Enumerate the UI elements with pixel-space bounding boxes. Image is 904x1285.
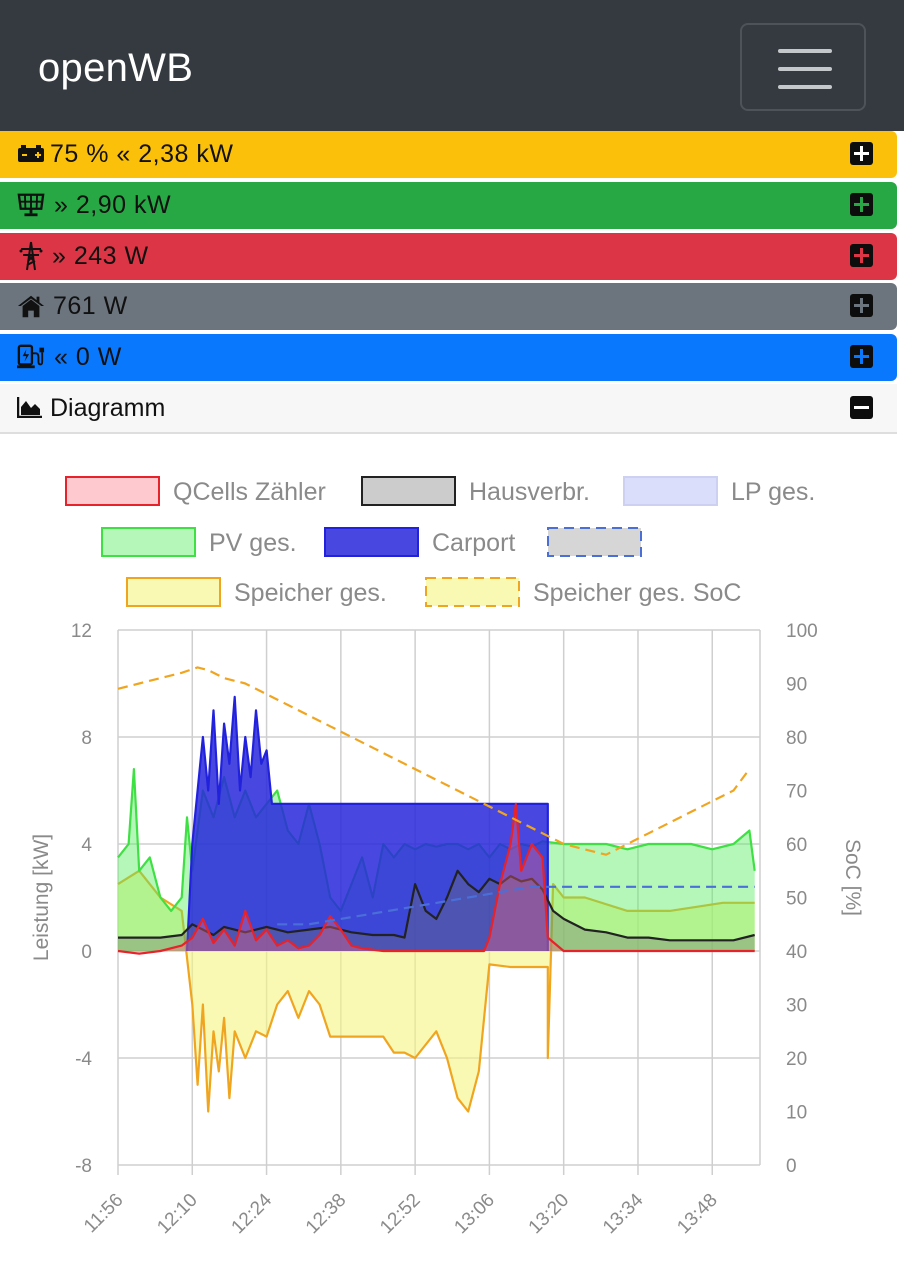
legend-swatch [548,528,641,556]
charge-card[interactable]: « 0 W [0,334,897,381]
hamburger-line [778,85,832,89]
battery-status-text: 75 % « 2,38 kW [50,139,233,169]
legend-swatch [127,578,220,606]
legend-label: LP ges. [731,478,815,506]
y-left-tick-label: 4 [81,835,92,856]
legend-swatch [325,528,418,556]
x-tick-label: 12:52 [376,1190,424,1238]
charging-station-icon [17,343,45,371]
legend-item-speicher-ges: Speicher ges. [127,578,387,607]
diagram-title: Diagramm [50,393,165,423]
y-right-tick-label: 20 [786,1049,807,1070]
y-right-axis-title: SoC [%] [841,839,864,916]
y-left-tick-label: -8 [75,1156,92,1177]
legend-item-qcells-z-hler: QCells Zähler [66,477,326,506]
x-tick-label: 13:06 [450,1190,498,1238]
x-tick-label: 13:34 [599,1189,648,1238]
y-right-tick-label: 70 [786,782,807,803]
legend-label: Carport [432,529,515,557]
legend-item-pv-ges: PV ges. [102,528,297,557]
y-right-tick-label: 40 [786,942,807,963]
grid-status-text: » 243 W [52,241,149,271]
y-left-tick-label: 0 [81,942,92,963]
expand-plus-icon[interactable] [850,345,873,368]
legend-swatch [66,477,159,505]
power-chart[interactable]: QCells Zähler Hausverbr. LP ges. PV ges. Car… [0,434,904,1280]
legend-label: PV ges. [209,529,297,557]
chart-legend: QCells Zähler Hausverbr. LP ges. PV ges. Car… [66,477,815,607]
hamburger-line [778,49,832,53]
legend-item-lp-ges: LP ges. [624,477,815,506]
grid-card[interactable]: » 243 W [0,233,897,280]
expand-plus-icon[interactable] [850,244,873,267]
legend-label: Speicher ges. [234,579,387,607]
battery-icon [17,141,45,167]
y-right-tick-label: 90 [786,675,807,696]
x-tick-label: 13:20 [525,1190,573,1238]
expand-plus-icon[interactable] [850,294,873,317]
x-tick-label: 12:38 [302,1190,350,1238]
y-left-tick-label: 8 [81,728,92,749]
expand-plus-icon[interactable] [850,193,873,216]
pv-status-text: » 2,90 kW [54,190,171,220]
legend-label: Hausverbr. [469,478,590,506]
expand-plus-icon[interactable] [850,142,873,165]
house-status-text: 761 W [53,291,128,321]
menu-toggle-button[interactable] [740,23,866,111]
x-tick-label: 11:56 [80,1190,127,1237]
legend-swatch [426,578,519,606]
legend-swatch [362,477,455,505]
y-right-tick-label: 60 [786,835,807,856]
x-tick-label: 13:48 [673,1190,721,1238]
legend-label: Speicher ges. SoC [533,579,741,607]
collapse-minus-icon[interactable] [850,396,873,419]
house-card[interactable]: 761 W [0,283,897,330]
legend-item-speicher-ges-soc: Speicher ges. SoC [426,578,741,607]
x-tick-label: 12:24 [228,1189,277,1238]
legend-swatch [624,477,717,505]
brand-title[interactable]: openWB [38,42,193,94]
area-chart-icon [17,396,43,418]
y-left-tick-label: 12 [71,621,92,642]
y-left-tick-label: -4 [75,1049,92,1070]
y-right-tick-label: 80 [786,728,807,749]
chart-series [118,667,755,1111]
legend-item-hausverbr: Hausverbr. [362,477,590,506]
power-tower-icon [17,241,45,271]
legend-item-carport: Carport [325,528,515,557]
legend-item-unnamed [548,528,641,556]
charge-status-text: « 0 W [54,342,122,372]
navbar: openWB [0,0,904,131]
y-left-axis-title: Leistung [kW] [30,834,53,961]
solar-panel-icon [17,192,45,218]
diagram-header[interactable]: Diagramm [0,384,897,434]
y-right-tick-label: 50 [786,889,807,910]
chart-container: QCells Zähler Hausverbr. LP ges. PV ges. Car… [0,434,904,1280]
pv-card[interactable]: » 2,90 kW [0,182,897,229]
y-right-tick-label: 30 [786,996,807,1017]
legend-swatch [102,528,195,556]
y-right-tick-label: 0 [786,1156,797,1177]
x-tick-label: 12:10 [153,1190,201,1238]
home-icon [17,293,45,319]
hamburger-line [778,67,832,71]
legend-label: QCells Zähler [173,478,326,506]
battery-card[interactable]: 75 % « 2,38 kW [0,131,897,178]
y-right-tick-label: 100 [786,621,818,642]
y-right-tick-label: 10 [786,1103,807,1124]
